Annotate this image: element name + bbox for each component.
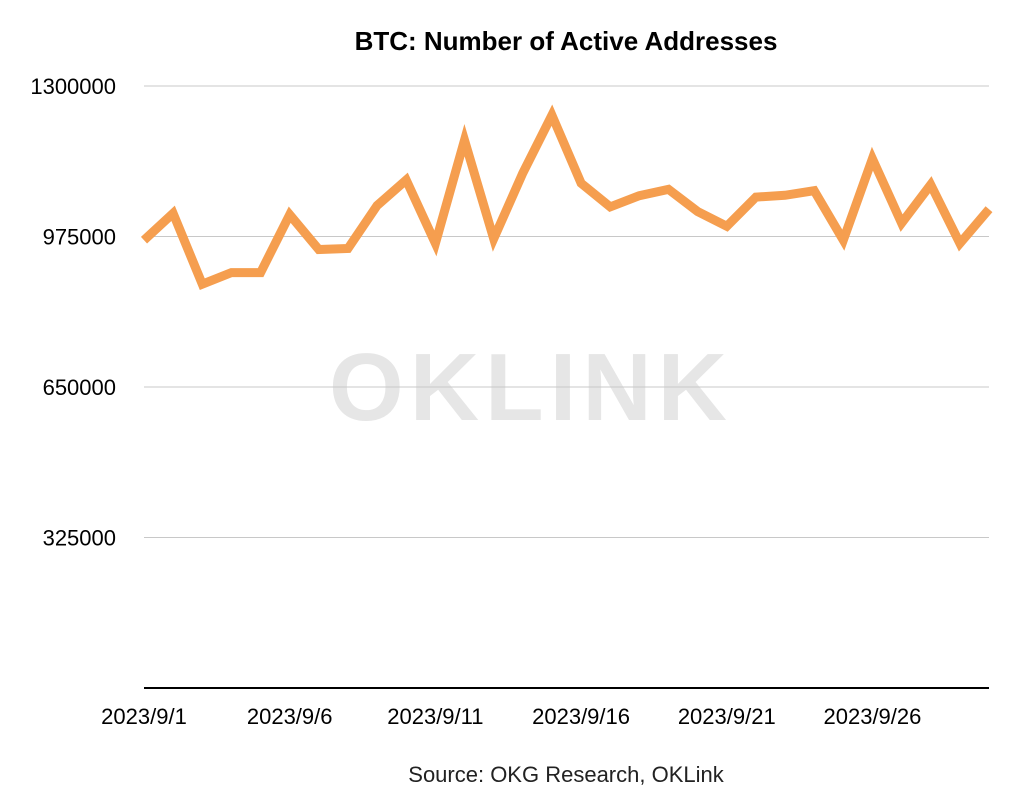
y-tick-label: 975000 bbox=[43, 225, 116, 250]
y-tick-label: 650000 bbox=[43, 375, 116, 400]
data-point bbox=[551, 114, 553, 116]
x-tick-label: 2023/9/16 bbox=[532, 704, 630, 729]
data-point bbox=[464, 139, 466, 141]
data-point bbox=[318, 248, 320, 250]
chart-title: BTC: Number of Active Addresses bbox=[355, 26, 778, 56]
x-tick-label: 2023/9/6 bbox=[247, 704, 333, 729]
y-tick-label: 325000 bbox=[43, 526, 116, 551]
data-point bbox=[376, 204, 378, 206]
data-point bbox=[988, 208, 990, 210]
data-point bbox=[901, 222, 903, 224]
data-point bbox=[172, 212, 174, 214]
data-point bbox=[667, 188, 669, 190]
data-point bbox=[959, 242, 961, 244]
x-tick-label: 2023/9/11 bbox=[387, 704, 483, 729]
x-tick-label: 2023/9/1 bbox=[101, 704, 187, 729]
data-point bbox=[813, 190, 815, 192]
data-point bbox=[842, 239, 844, 241]
source-note: Source: OKG Research, OKLink bbox=[408, 762, 724, 787]
data-point bbox=[347, 248, 349, 250]
data-point bbox=[609, 206, 611, 208]
data-point bbox=[143, 239, 145, 241]
data-point bbox=[230, 272, 232, 274]
y-tick-label: 1300000 bbox=[30, 74, 116, 99]
data-point bbox=[260, 272, 262, 274]
data-point bbox=[405, 179, 407, 181]
data-point bbox=[697, 210, 699, 212]
data-point bbox=[522, 172, 524, 174]
x-tick-label: 2023/9/26 bbox=[824, 704, 922, 729]
x-tick-label: 2023/9/21 bbox=[678, 704, 776, 729]
data-point bbox=[755, 196, 757, 198]
data-point bbox=[638, 195, 640, 197]
series-line bbox=[140, 104, 993, 291]
data-point bbox=[930, 184, 932, 186]
data-point bbox=[871, 158, 873, 160]
data-point bbox=[493, 238, 495, 240]
data-point bbox=[726, 225, 728, 227]
data-point bbox=[784, 194, 786, 196]
data-point bbox=[434, 242, 436, 244]
data-point bbox=[580, 182, 582, 184]
data-point bbox=[201, 283, 203, 285]
data-point bbox=[289, 214, 291, 216]
